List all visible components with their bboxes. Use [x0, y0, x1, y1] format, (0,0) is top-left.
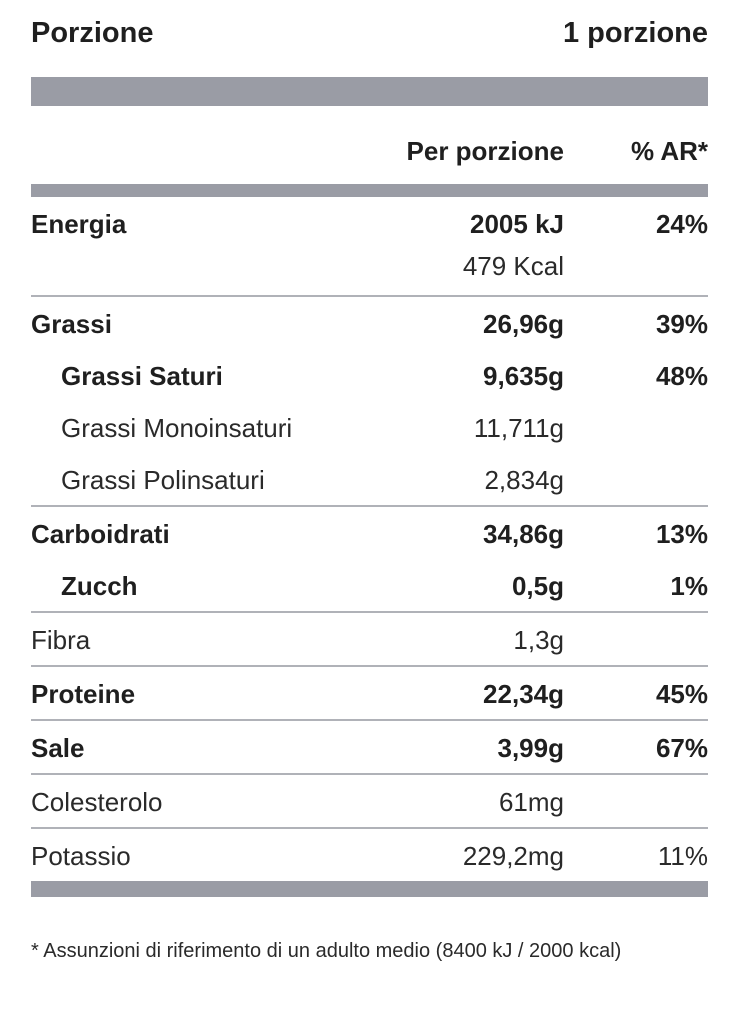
reference-footnote: * Assunzioni di riferimento di un adulto…: [31, 940, 622, 962]
nutrient-amount: 11,711g: [473, 413, 564, 443]
table-row: Zucch 0,5g 1%: [31, 559, 708, 611]
top-divider-bar: [31, 77, 708, 106]
nutrient-amount: 61mg: [498, 787, 564, 817]
nutrient-name: Colesterolo: [31, 787, 163, 817]
nutrient-name: Proteine: [31, 679, 136, 709]
nutrient-ar: 48%: [655, 361, 708, 391]
nutrient-amount: 2005 kJ: [470, 209, 564, 239]
nutrient-ar: 67%: [655, 733, 708, 763]
nutrient-ar: 13%: [655, 519, 708, 549]
table-header: Per porzione % AR*: [31, 106, 708, 184]
nutrient-ar: 45%: [655, 679, 708, 709]
nutrient-name: Zucch: [61, 571, 138, 601]
serving-value: 1 porzione: [562, 17, 708, 49]
serving-row: Porzione 1 porzione: [31, 0, 708, 72]
table-row: Energia 2005 kJ 24%: [31, 197, 708, 249]
table-row: Proteine 22,34g 45%: [31, 667, 708, 719]
nutrient-name: Grassi Saturi: [61, 361, 223, 391]
table-row: Potassio 229,2mg 11%: [31, 829, 708, 881]
nutrient-name: Grassi Polinsaturi: [61, 465, 265, 495]
nutrient-ar: 39%: [655, 309, 708, 339]
header-ar: % AR*: [630, 136, 708, 166]
nutrient-amount: 22,34g: [483, 679, 564, 709]
table-row: Colesterolo 61mg: [31, 775, 708, 827]
header-divider-bar: [31, 184, 708, 197]
nutrient-group-potassium: Potassio 229,2mg 11%: [31, 829, 708, 881]
table-row: Sale 3,99g 67%: [31, 721, 708, 773]
nutrient-group-salt: Sale 3,99g 67%: [31, 721, 708, 775]
nutrient-name: Energia: [31, 209, 127, 239]
nutrient-group-fats: Grassi 26,96g 39% Grassi Saturi 9,635g 4…: [31, 297, 708, 507]
nutrient-name: Potassio: [31, 841, 131, 871]
nutrient-group-energy: Energia 2005 kJ 24% 479 Kcal: [31, 197, 708, 297]
nutrient-amount: 26,96g: [483, 309, 564, 339]
nutrient-name: Sale: [31, 733, 85, 763]
nutrient-amount: 2,834g: [484, 465, 564, 495]
nutrient-ar: 24%: [655, 209, 708, 239]
nutrient-name: Grassi Monoinsaturi: [61, 413, 293, 443]
bottom-divider-bar: [31, 881, 708, 897]
nutrient-amount: 34,86g: [483, 519, 564, 549]
nutrient-amount: 9,635g: [483, 361, 564, 391]
energy-kcal-row: 479 Kcal: [31, 249, 708, 295]
nutrient-amount: 3,99g: [497, 733, 565, 763]
nutrient-ar: 1%: [670, 571, 708, 601]
nutrient-amount: 0,5g: [511, 571, 564, 601]
nutrient-group-cholesterol: Colesterolo 61mg: [31, 775, 708, 829]
header-per-serving: Per porzione: [406, 136, 564, 166]
table-row: Fibra 1,3g: [31, 613, 708, 665]
table-row: Grassi Saturi 9,635g 48%: [31, 349, 708, 401]
nutrient-name: Carboidrati: [31, 519, 170, 549]
nutrient-amount: 229,2mg: [462, 841, 564, 871]
serving-label: Porzione: [31, 17, 154, 49]
nutrient-group-protein: Proteine 22,34g 45%: [31, 667, 708, 721]
table-row: Grassi Polinsaturi 2,834g: [31, 453, 708, 505]
nutrient-ar: 11%: [657, 841, 708, 871]
nutrition-table: Porzione 1 porzione Per porzione % AR* E…: [31, 0, 708, 897]
nutrient-amount: 1,3g: [513, 625, 564, 655]
nutrient-group-fiber: Fibra 1,3g: [31, 613, 708, 667]
nutrient-group-carbs: Carboidrati 34,86g 13% Zucch 0,5g 1%: [31, 507, 708, 613]
nutrient-name: Fibra: [31, 625, 91, 655]
table-row: Grassi Monoinsaturi 11,711g: [31, 401, 708, 453]
energy-kcal: 479 Kcal: [462, 251, 564, 281]
table-row: Carboidrati 34,86g 13%: [31, 507, 708, 559]
nutrient-name: Grassi: [31, 309, 112, 339]
table-row: Grassi 26,96g 39%: [31, 297, 708, 349]
